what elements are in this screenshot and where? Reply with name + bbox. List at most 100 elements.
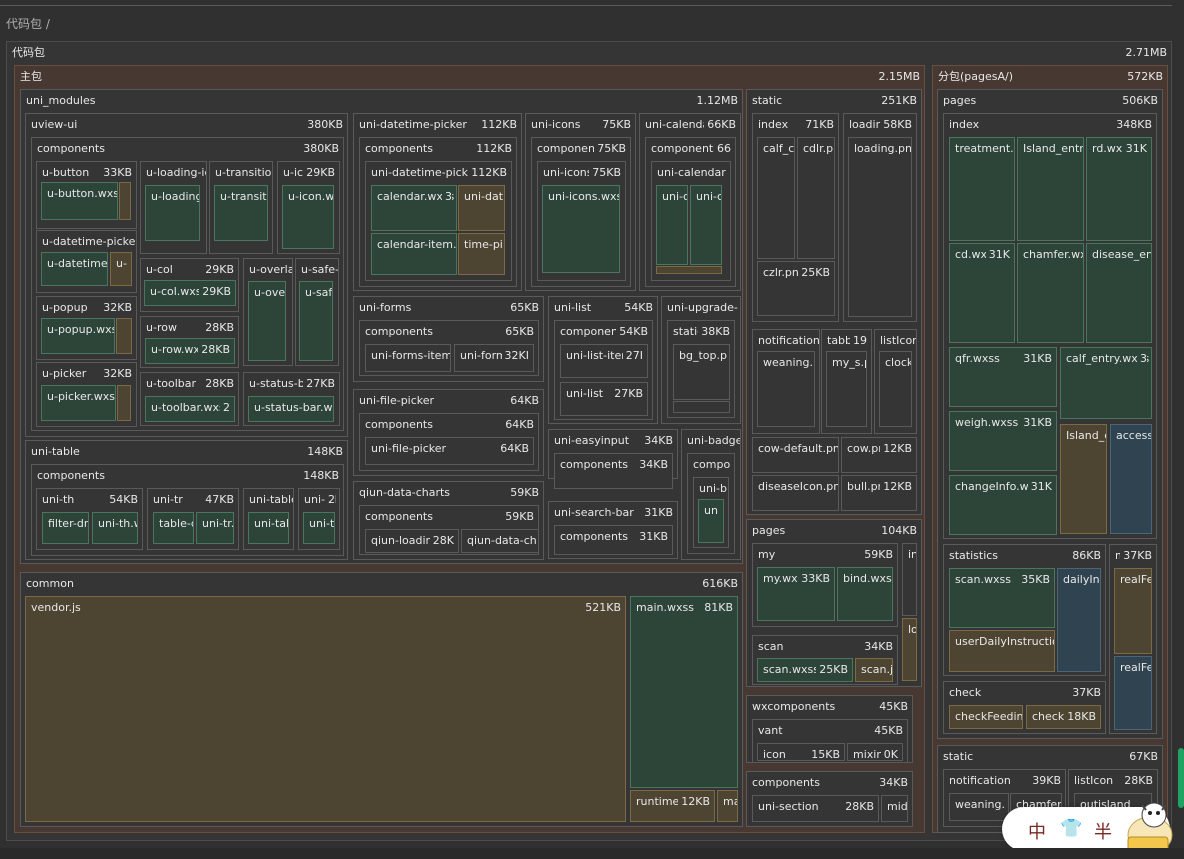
tile-calf-entry[interactable]: calf_entry.wxss 3 xyxy=(1060,347,1152,419)
tile-ei-components[interactable]: components 34KB xyxy=(554,453,673,489)
tile-list-item[interactable]: uni-list-item 27I xyxy=(560,344,648,378)
tile-runtime[interactable]: runtime.js 12KB xyxy=(630,790,715,822)
tile-cow-default[interactable]: cow-default.pn xyxy=(752,437,839,473)
tile-qiun-loading[interactable]: qiun-loading 28K xyxy=(365,529,459,553)
tile-bind-wxss[interactable]: bind.wxss xyxy=(837,567,893,621)
tile-u-button-wxss-s[interactable] xyxy=(119,182,131,220)
tile-u-datetime-file[interactable]: u-datetime- xyxy=(41,252,108,286)
tile-uni-th-w[interactable]: uni-th.w xyxy=(92,512,138,544)
tile-u-safe-file[interactable]: u-safe xyxy=(299,281,333,361)
tile-check-js[interactable]: check.js 18KB xyxy=(1026,705,1101,729)
tile-cal-f1[interactable]: uni-c xyxy=(656,185,688,265)
tile-u-status-bar-wxss[interactable]: u-status-bar.w xyxy=(248,396,334,422)
tile-u-loading-file[interactable]: u-loading xyxy=(145,185,200,241)
tile-mixins[interactable]: mixins 0K xyxy=(847,743,903,761)
tile-list-file[interactable]: uni-list 27KB xyxy=(560,382,648,416)
tile-bull-png[interactable]: bull.png 12KB xyxy=(841,475,917,511)
tile-u-button-wxss[interactable]: u-button.wxss xyxy=(41,182,118,220)
tile-cd-wxss[interactable]: cd.wxss 31K xyxy=(949,243,1015,343)
tile-weaning[interactable]: weaning. xyxy=(757,351,815,427)
tile-fp-inner[interactable]: uni-file-picker 64KB xyxy=(365,437,534,465)
tile-bg-top[interactable]: bg_top.p xyxy=(673,344,730,400)
tile-cdlr-p[interactable]: cdlr.p xyxy=(797,137,835,259)
tile-in-dir[interactable]: in xyxy=(902,543,917,616)
tile-name: pages xyxy=(943,94,977,107)
tile-cal-f2[interactable]: uni-c xyxy=(690,185,722,265)
tile-ma[interactable]: ma xyxy=(717,790,738,822)
tile-badge-file[interactable]: un xyxy=(698,499,724,543)
tile-lo[interactable]: lo xyxy=(902,618,917,681)
tile-pA-weaning[interactable]: weaning. xyxy=(949,793,1009,821)
tile-calendar-item[interactable]: calendar-item.v xyxy=(371,233,457,275)
tile-clock[interactable]: clock xyxy=(879,351,912,427)
tile-icon[interactable]: icon 15KB xyxy=(757,743,845,761)
tile-name: components xyxy=(560,530,628,543)
tile-island-entry[interactable]: Island_entr xyxy=(1017,137,1084,241)
tile-u-row-wxss[interactable]: u-row.wxss 28KB xyxy=(145,338,235,364)
tile-name: u-safe-b xyxy=(301,263,339,276)
tile-my-wxss[interactable]: my.wxss 33KB xyxy=(757,567,835,621)
tile-cow-png[interactable]: cow.png 12KB xyxy=(841,437,917,473)
tile-upgrade-s[interactable] xyxy=(673,401,730,413)
tile-cal-bar[interactable] xyxy=(656,266,722,274)
tile-qiun-charts[interactable]: qiun-data-ch xyxy=(461,529,539,553)
tile-u-popup-wxss-s[interactable] xyxy=(116,318,132,354)
tile-check-feeding[interactable]: checkFeeding xyxy=(949,705,1023,729)
tile-my-s-p[interactable]: my_s.p xyxy=(826,351,867,427)
tile-name: uni-table xyxy=(31,445,80,458)
tile-uni-section[interactable]: uni-section 28KB xyxy=(752,795,879,822)
tile-u-datetime-file2[interactable]: u- xyxy=(110,252,132,286)
tile-uni-tr-f[interactable]: uni-tr. xyxy=(196,512,234,544)
tile-icons-wxss[interactable]: uni-icons.wxss xyxy=(542,185,620,273)
tile-u-transition-file[interactable]: u-transiti xyxy=(214,185,268,241)
tile-mid[interactable]: mid xyxy=(881,795,908,822)
tile-name: cow-default.pn xyxy=(758,442,839,455)
tile-uni-dat[interactable]: uni-dat xyxy=(458,185,505,231)
tile-daily-ins[interactable]: dailyIns xyxy=(1057,568,1101,672)
tile-real-fe2[interactable]: realFe xyxy=(1114,656,1152,730)
tile-uni-td-f[interactable]: uni-t xyxy=(303,512,335,544)
tile-weigh-wxss[interactable]: weigh.wxss 31KB xyxy=(949,411,1057,471)
tile-u-picker-wxss-s[interactable] xyxy=(117,385,131,421)
tile-vendor[interactable]: vendor.js 521KB xyxy=(25,596,626,822)
tile-uni-tab-f[interactable]: uni-tal xyxy=(248,512,289,544)
tile-sb-components[interactable]: components 31KB xyxy=(554,525,673,555)
tile-treatment[interactable]: treatment.w xyxy=(949,137,1015,241)
tile-loading-png[interactable]: loading.pn xyxy=(848,137,912,317)
tile-filter-dr[interactable]: filter-dr xyxy=(42,512,89,544)
tile-u-popup-wxss[interactable]: u-popup.wxs xyxy=(41,318,115,354)
tile-name: access xyxy=(1116,429,1152,442)
tile-time-pi[interactable]: time-pi xyxy=(458,233,505,275)
tile-calendar-wxss[interactable]: calendar.wxss 3 xyxy=(371,185,457,231)
tile-calf-cl[interactable]: calf_cl xyxy=(757,137,795,259)
tile-main-wxss[interactable]: main.wxss 81KB xyxy=(630,596,738,788)
tile-u-icon-file[interactable]: u-icon.w xyxy=(282,185,334,249)
scrollbar-thumb[interactable] xyxy=(1178,748,1184,808)
tile-stat-scan[interactable]: scan.wxss 35KB xyxy=(949,568,1055,628)
tile-table-c[interactable]: table-c xyxy=(153,512,194,544)
tile-name: u-toolbar xyxy=(146,377,197,390)
tile-rd-wxss[interactable]: rd.wxss 31K xyxy=(1086,137,1152,241)
tile-forms-file[interactable]: uni-forms 32KI xyxy=(454,344,534,372)
breadcrumb[interactable]: 代码包 / xyxy=(6,17,50,31)
tile-u-col-wxss[interactable]: u-col.wxss 29KB xyxy=(144,280,236,306)
tile-disease-icon[interactable]: diseaseIcon.pn xyxy=(752,475,839,511)
tile-qfr-wxss[interactable]: qfr.wxss 31KB xyxy=(949,347,1057,407)
floating-assistant-widget[interactable]: 中 👕 半 xyxy=(1002,797,1180,855)
tile-user-daily[interactable]: userDailyInstruction xyxy=(949,630,1055,672)
tile-disease-ent[interactable]: disease_ent xyxy=(1086,243,1152,343)
tile-size: 34KB xyxy=(876,776,908,790)
tile-scan-wxss[interactable]: scan.wxss 25KB xyxy=(757,658,853,682)
tile-czlr-png[interactable]: czlr.png 25KB xyxy=(757,261,835,316)
tile-name: uni-list-item xyxy=(566,349,632,362)
tile-access[interactable]: access xyxy=(1110,424,1152,534)
tile-chamfer-wx[interactable]: chamfer.wx xyxy=(1017,243,1084,343)
tile-u-overlay-file[interactable]: u-ove xyxy=(248,281,286,361)
tile-u-picker-wxss[interactable]: u-picker.wxs xyxy=(41,385,116,421)
tile-change-info[interactable]: changeInfo.wxss 31K xyxy=(949,475,1057,535)
tile-u-toolbar-wxss[interactable]: u-toolbar.wxss 2 xyxy=(145,396,235,422)
tile-scan-js[interactable]: scan.js xyxy=(855,658,893,682)
tile-island-e[interactable]: Island_e xyxy=(1060,424,1107,534)
tile-real-fe1[interactable]: realFe xyxy=(1114,568,1152,654)
tile-forms-item[interactable]: uni-forms-item xyxy=(365,344,451,372)
